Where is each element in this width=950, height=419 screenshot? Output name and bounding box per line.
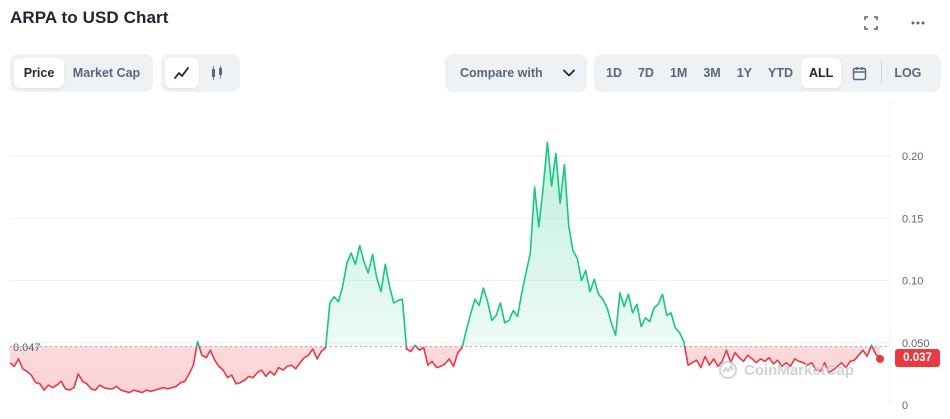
range-ytd[interactable]: YTD — [768, 66, 794, 80]
page-title: ARPA to USD Chart — [10, 8, 169, 27]
chevron-down-icon — [563, 69, 575, 77]
chart-type-toggle — [161, 54, 240, 92]
range-all[interactable]: ALL — [801, 58, 842, 88]
y-axis: 0 0.050 0.10 0.15 0.20 — [902, 151, 930, 412]
calendar-button[interactable] — [841, 58, 877, 88]
range-1d[interactable]: 1D — [606, 66, 622, 80]
line-chart-button[interactable] — [165, 58, 199, 88]
calendar-icon — [852, 66, 867, 80]
candlestick-icon — [212, 65, 222, 80]
market-cap-tab[interactable]: Market Cap — [72, 66, 141, 80]
range-7d[interactable]: 7D — [637, 66, 654, 80]
range-1y[interactable]: 1Y — [736, 66, 753, 80]
compare-with-label: Compare with — [460, 66, 543, 80]
y-tick-label: 0.15 — [902, 213, 923, 225]
line-chart-icon — [174, 67, 189, 79]
watermark-text: CoinMarketCap — [744, 361, 855, 379]
y-tick-label: 0.10 — [902, 276, 923, 288]
watermark: CoinMarketCap — [718, 360, 854, 380]
current-price-dot — [876, 354, 884, 363]
open-price-label: 0.047 — [13, 342, 41, 354]
series-line-down — [9, 346, 881, 394]
fullscreen-icon[interactable] — [860, 12, 882, 34]
range-3m[interactable]: 3M — [703, 66, 721, 80]
y-tick-label: 0 — [902, 400, 908, 412]
time-range-selector: 1D 7D 1M 3M 1Y YTD ALL LOG — [594, 54, 941, 92]
area-fill — [10, 142, 880, 393]
area-down — [10, 346, 880, 393]
price-line — [9, 141, 884, 394]
price-tab[interactable]: Price — [14, 58, 64, 88]
y-tick-label: 0.20 — [902, 151, 923, 163]
grid-lines — [10, 100, 891, 405]
coinmarketcap-logo-icon — [719, 361, 737, 379]
price-marketcap-toggle: Price Market Cap — [10, 54, 153, 92]
range-1m[interactable]: 1M — [669, 66, 688, 80]
current-price-badge: 0.037 — [895, 349, 940, 367]
compare-with-dropdown[interactable]: Compare with — [445, 54, 587, 92]
candlestick-button[interactable] — [199, 58, 235, 88]
log-toggle[interactable]: LOG — [894, 66, 922, 80]
price-chart: 0 0.050 0.10 0.15 0.20 — [9, 100, 930, 412]
more-icon[interactable] — [907, 12, 929, 34]
y-tick-label: 0.050 — [902, 338, 930, 350]
divider — [881, 62, 883, 84]
